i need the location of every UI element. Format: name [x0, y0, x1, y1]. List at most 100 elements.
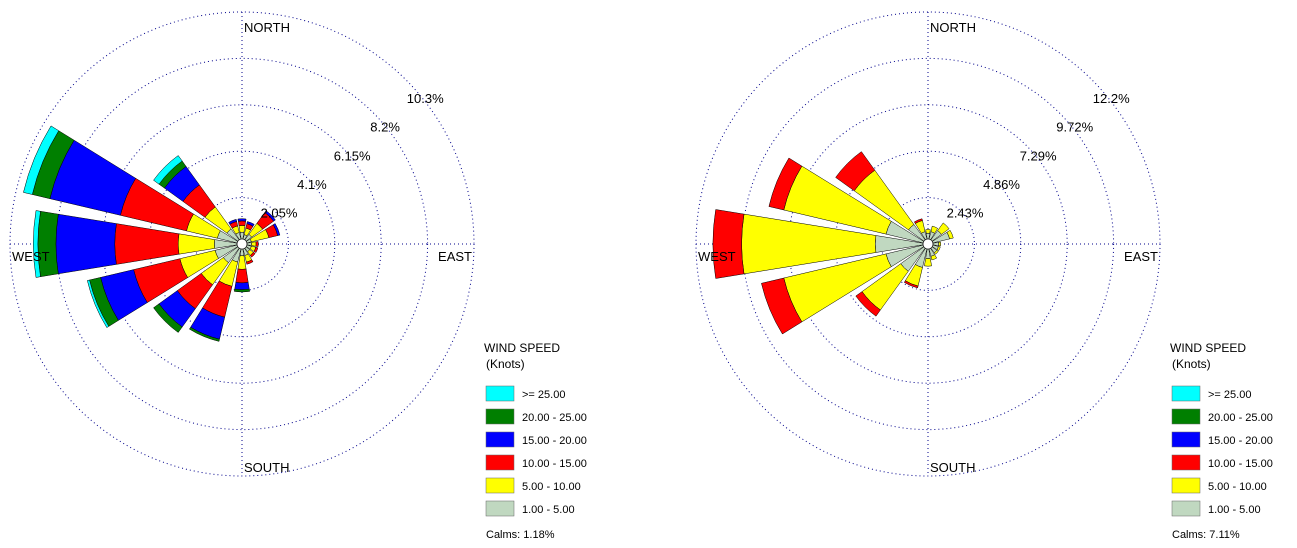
- petal-wnw: [768, 157, 803, 211]
- calm-circle: [236, 238, 248, 250]
- petal-ne: [264, 210, 276, 222]
- petal-ssw: [189, 326, 220, 342]
- petal-w: [55, 213, 117, 275]
- petal-w: [33, 210, 41, 278]
- legend-label: >= 25.00: [1208, 389, 1251, 401]
- petal-w: [177, 233, 215, 255]
- direction-label-south: SOUTH: [244, 460, 290, 475]
- ring-label: 2.05%: [261, 205, 298, 220]
- grid-ring: [55, 57, 429, 431]
- ring-label: 4.86%: [983, 177, 1020, 192]
- petal-e: [255, 241, 259, 247]
- grid-ring: [788, 104, 1068, 384]
- legend-swatch: [1171, 500, 1201, 517]
- legend-title: WIND SPEED: [484, 341, 560, 355]
- ring-label: 12.2%: [1093, 91, 1130, 106]
- wind-rose-right: 2.43% 4.86%7.29% 9.72%12.2% NORTH EAST SOU…: [695, 11, 1273, 541]
- legend-label: 15.00 - 20.00: [522, 435, 587, 447]
- petal-e: [251, 241, 257, 247]
- petal-nnw: [228, 218, 237, 225]
- petal-w: [712, 209, 745, 279]
- petal-se: [933, 249, 939, 255]
- petal-se: [249, 251, 256, 258]
- petal-ssw: [903, 280, 919, 289]
- petal-w: [37, 211, 59, 277]
- rose-ring-labels: 2.05% 4.1% 6.15% 8.2% 10.3%: [261, 91, 445, 220]
- legend-subtitle: (Knots): [1172, 357, 1211, 371]
- legend-label: 20.00 - 25.00: [522, 412, 587, 424]
- legend-swatch: [485, 385, 515, 402]
- legend-items: >= 25.00 20.00 - 25.00 15.00 - 20.00 10.00 …: [1171, 385, 1273, 517]
- petal-nnw: [913, 218, 923, 224]
- petal-wsw: [761, 277, 803, 335]
- petal-nne: [930, 225, 939, 234]
- direction-label-east: EAST: [438, 249, 472, 264]
- legend-swatch: [1171, 408, 1201, 425]
- calms-label: Calms: 1.18%: [486, 529, 555, 541]
- legend-swatch: [1171, 385, 1201, 402]
- grid-ring: [881, 197, 975, 291]
- petal-nw: [153, 155, 183, 185]
- petal-n: [925, 229, 931, 234]
- legend-label: 10.00 - 15.00: [522, 458, 587, 470]
- petal-s: [234, 282, 250, 290]
- ring-label: 6.15%: [334, 148, 371, 163]
- petal-n: [238, 225, 246, 233]
- petal-w: [114, 223, 180, 265]
- ring-label: 7.29%: [1020, 148, 1057, 163]
- legend-label: 1.00 - 5.00: [1208, 504, 1261, 516]
- petal-sw: [855, 291, 881, 317]
- direction-label-north: NORTH: [930, 20, 976, 35]
- petal-s: [237, 255, 247, 270]
- legend-swatch: [485, 500, 515, 517]
- calm-circle: [922, 238, 934, 250]
- legend-swatch: [485, 454, 515, 471]
- legend-swatch: [1171, 454, 1201, 471]
- ring-label: 4.1%: [297, 177, 327, 192]
- petal-e: [938, 241, 941, 247]
- petal-s: [235, 268, 249, 284]
- petal-n: [237, 218, 247, 222]
- petal-nne: [246, 221, 255, 227]
- legend-items: >= 25.00 20.00 - 25.00 15.00 - 20.00 10.00 …: [485, 385, 587, 517]
- ring-label: 2.43%: [947, 205, 984, 220]
- legend-label: >= 25.00: [522, 389, 565, 401]
- petal-sse: [246, 259, 254, 265]
- legend-label: 5.00 - 10.00: [522, 481, 581, 493]
- direction-label-west: WEST: [12, 249, 50, 264]
- petal-ene: [946, 229, 954, 240]
- legend-swatch: [485, 408, 515, 425]
- rose-petals: [23, 125, 281, 342]
- ring-label: 8.2%: [370, 120, 400, 135]
- rose-petals: [712, 151, 954, 335]
- legend-swatch: [1171, 477, 1201, 494]
- direction-label-south: SOUTH: [930, 460, 976, 475]
- wind-speed-legend: WIND SPEED (Knots) >= 25.00 20.00 - 25.00…: [484, 341, 587, 541]
- legend-title: WIND SPEED: [1170, 341, 1246, 355]
- calms-label: Calms: 7.11%: [1172, 529, 1240, 541]
- legend-label: 10.00 - 15.00: [1208, 458, 1273, 470]
- grid-ring: [102, 104, 382, 384]
- direction-label-east: EAST: [1124, 249, 1158, 264]
- legend-label: 1.00 - 5.00: [522, 504, 575, 516]
- petal-nw: [835, 151, 876, 192]
- petal-sse: [930, 254, 938, 261]
- ring-label: 10.3%: [407, 91, 444, 106]
- legend-label: 20.00 - 25.00: [1208, 412, 1273, 424]
- legend-swatch: [1171, 431, 1201, 448]
- legend-label: 5.00 - 10.00: [1208, 481, 1267, 493]
- legend-subtitle: (Knots): [486, 357, 525, 371]
- petal-wnw: [23, 125, 60, 195]
- petal-n: [238, 220, 246, 226]
- ring-label: 9.72%: [1056, 120, 1093, 135]
- petal-sw: [153, 303, 183, 333]
- petal-wsw: [86, 279, 110, 328]
- petal-s: [924, 258, 932, 267]
- rose-ring-labels: 2.43% 4.86%7.29% 9.72%12.2%: [947, 91, 1131, 220]
- petal-ene: [272, 223, 281, 236]
- wind-speed-legend: WIND SPEED (Knots) >= 25.00 20.00 - 25.00…: [1170, 341, 1273, 541]
- legend-swatch: [485, 431, 515, 448]
- petal-ne: [937, 222, 950, 235]
- petal-ese: [253, 246, 259, 253]
